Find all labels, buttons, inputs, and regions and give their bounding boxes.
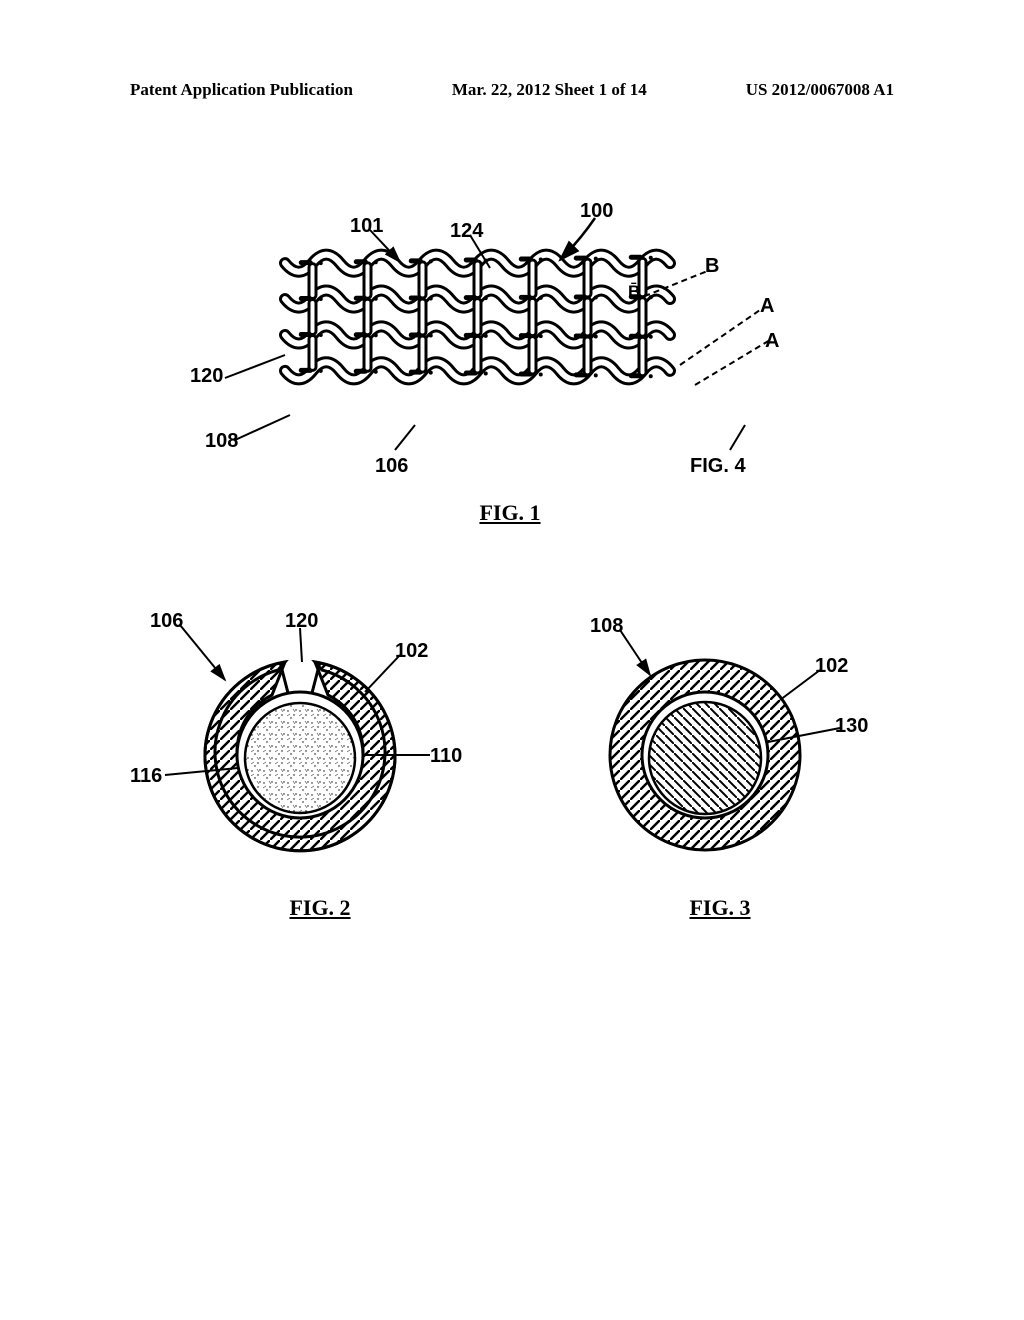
header-center: Mar. 22, 2012 Sheet 1 of 14	[452, 80, 647, 100]
fig1-label: FIG. 1	[190, 500, 830, 526]
ref-108c: 108	[590, 615, 623, 638]
ref-fig4: FIG. 4	[690, 455, 746, 478]
ref-101: 101	[350, 215, 383, 238]
fig3-label: FIG. 3	[530, 895, 910, 921]
ref-106: 106	[375, 455, 408, 478]
ref-A2: A	[765, 330, 779, 353]
ref-100: 100	[580, 200, 613, 223]
fig3-svg	[530, 600, 910, 880]
fig1-svg	[190, 200, 830, 490]
ref-A1: A	[760, 295, 774, 318]
figure-2: 106 120 102 110 116 FIG. 2	[130, 600, 510, 920]
fig2-svg	[130, 600, 510, 880]
ref-102c: 102	[815, 655, 848, 678]
ref-120: 120	[190, 365, 223, 388]
page-header: Patent Application Publication Mar. 22, …	[130, 80, 894, 100]
ref-B1: B	[705, 255, 719, 278]
figure-1: 101 100 124 120 108 106 B B̄ A A FIG. 4 …	[190, 200, 830, 540]
fig2-label: FIG. 2	[130, 895, 510, 921]
header-left: Patent Application Publication	[130, 80, 353, 100]
ref-110: 110	[430, 745, 462, 768]
ref-102b: 102	[395, 640, 428, 663]
ref-124: 124	[450, 220, 483, 243]
figure-3: 108 102 130 FIG. 3	[530, 600, 910, 920]
ref-120b: 120	[285, 610, 318, 633]
ref-108: 108	[205, 430, 238, 453]
ref-116: 116	[130, 765, 162, 788]
header-right: US 2012/0067008 A1	[746, 80, 894, 100]
ref-106b: 106	[150, 610, 183, 633]
ref-B2: B̄	[628, 282, 640, 302]
ref-130: 130	[835, 715, 868, 738]
